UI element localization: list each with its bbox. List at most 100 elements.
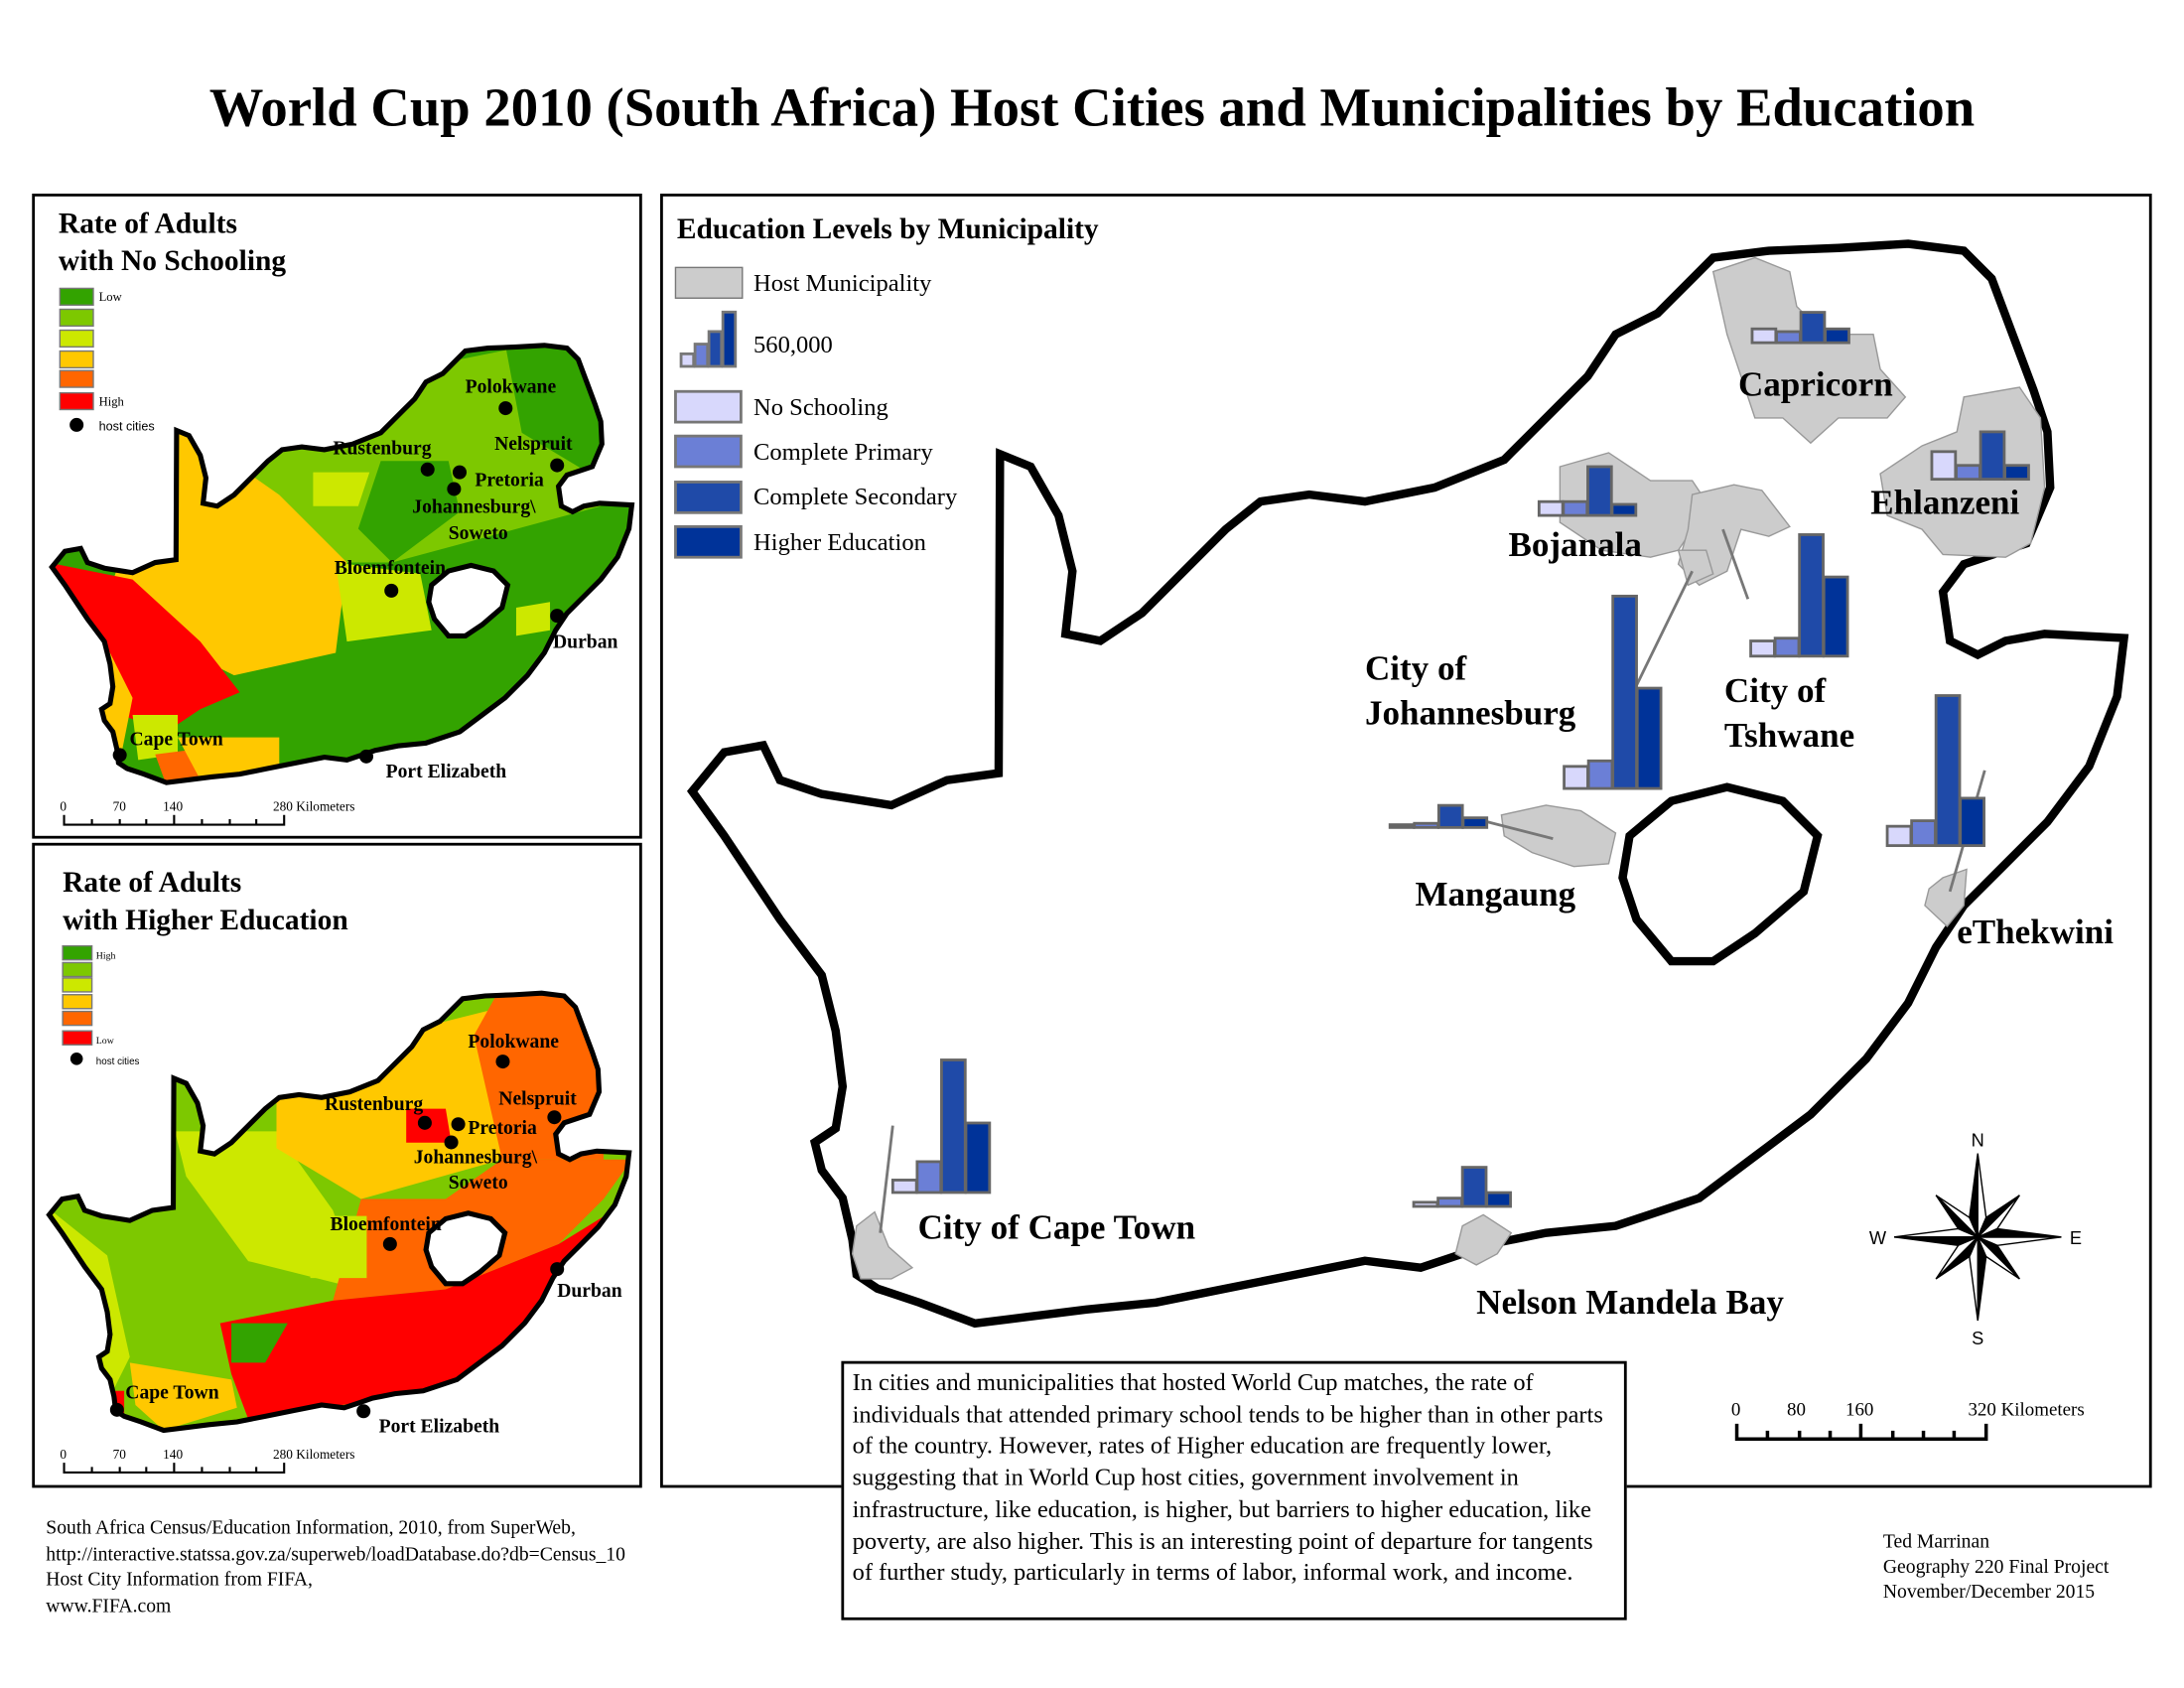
bar-city-of-cape-town-higher-education (964, 1121, 992, 1195)
city-label: Rustenburg (325, 1093, 423, 1115)
inset2-scale-280: 280 Kilometers (273, 1447, 354, 1462)
inset2-legend-high: High (96, 950, 116, 961)
bar-city-of-cape-town-no-schooling (890, 1179, 918, 1195)
legend-label-higher-education: Higher Education (753, 527, 926, 556)
legend-swatch-host (674, 266, 744, 299)
compass-e: E (2070, 1227, 2082, 1248)
bar-ethekwini-complete-secondary (1934, 694, 1962, 848)
bar-city-of-johannesburg-no-schooling (1563, 765, 1589, 790)
inset1-scale-bar (63, 814, 286, 826)
bar-capricorn-complete-secondary (1799, 311, 1827, 345)
label-ethekwini: eThekwini (1957, 913, 2114, 951)
bar-capricorn-higher-education (1824, 327, 1850, 345)
main-legend-title: Education Levels by Municipality (676, 211, 1099, 245)
inset1-scale-280: 280 Kilometers (273, 799, 354, 814)
bar-city-of-tshwane-no-schooling (1749, 639, 1776, 658)
city-label: Nelspruit (494, 433, 573, 455)
bar-ethekwini-no-schooling (1885, 824, 1913, 848)
label-mangaung: Mangaung (1415, 875, 1575, 914)
inset1-legend-low: Low (99, 290, 123, 304)
bar-ethekwini-complete-primary (1910, 819, 1937, 848)
inset2-title: Rate of Adults with Higher Education (63, 864, 348, 939)
inset2-scale-bar (63, 1463, 286, 1475)
bar-city-of-johannesburg-higher-education (1635, 686, 1663, 790)
city-label: Bloemfontein (331, 1213, 442, 1235)
city-label: Rustenburg (333, 437, 431, 459)
inset2-legend-swatches (62, 944, 93, 1065)
city-label: Cape Town (125, 1382, 218, 1404)
cape-town-area (851, 1210, 914, 1280)
city-label: Soweto (449, 1172, 508, 1194)
legend-swatch-complete-secondary (674, 481, 743, 514)
city-label: Pretoria (468, 1117, 537, 1139)
legend-swatch-no-schooling (674, 389, 743, 424)
city-label: Durban (553, 631, 618, 652)
inset1-scale-0: 0 (60, 799, 67, 814)
main-scale-160: 160 (1845, 1399, 1873, 1420)
bar-nelson-mandela-bay-complete-secondary (1460, 1166, 1488, 1208)
inset-no-schooling-frame (32, 194, 642, 839)
label-cape-town: City of Cape Town (918, 1207, 1196, 1246)
compass-n: N (1972, 1130, 1984, 1151)
label-nelson-mandela-bay: Nelson Mandela Bay (1476, 1283, 1784, 1322)
bar-city-of-cape-town-complete-primary (915, 1160, 943, 1195)
course: Geography 220 Final Project (1882, 1557, 2110, 1579)
description-textbox: In cities and municipalities that hosted… (841, 1360, 1627, 1620)
inset2-host-cities: Polokwane Rustenburg Nelspruit Pretoria … (109, 1031, 622, 1437)
city-label: Johannesburg\ (414, 1147, 538, 1169)
legend-size-bar (721, 310, 738, 368)
nelson-mandela-bay-area (1454, 1213, 1513, 1266)
legend-size-bar (693, 343, 710, 368)
legend-label-complete-secondary: Complete Secondary (753, 482, 958, 510)
legend-swatch-complete-primary (674, 434, 743, 469)
inset1-title: Rate of Adults with No Schooling (59, 205, 286, 280)
inset2-scale-70: 70 (113, 1447, 127, 1462)
capricorn-area (1711, 256, 1907, 445)
mangaung-area (1500, 804, 1617, 868)
date: November/December 2015 (1882, 1582, 2096, 1604)
bar-mangaung-complete-primary (1413, 821, 1440, 829)
bar-bojanala-higher-education (1610, 502, 1638, 517)
leader-line-cape-town (879, 1125, 894, 1233)
main-scale-320: 320 Kilometers (1968, 1399, 2084, 1420)
bar-capricorn-complete-primary (1775, 330, 1802, 345)
bar-mangaung-higher-education (1461, 816, 1489, 829)
bar-bojanala-no-schooling (1537, 499, 1565, 517)
bar-city-of-tshwane-complete-secondary (1798, 533, 1825, 658)
johannesburg-area (1677, 549, 1714, 587)
leader-line-johannesburg (1635, 570, 1694, 686)
city-label: Soweto (449, 522, 508, 544)
legend-label-no-schooling: No Schooling (753, 392, 888, 421)
city-label: Johannesburg\ (412, 495, 536, 517)
label-capricorn: Capricorn (1738, 364, 1893, 403)
bar-mangaung-no-schooling (1388, 823, 1416, 829)
municipality-labels: Capricorn Ehlanzeni Bojanala City of Joh… (918, 364, 2115, 1322)
bar-bojanala-complete-secondary (1586, 465, 1613, 517)
bar-nelson-mandela-bay-no-schooling (1412, 1200, 1439, 1208)
compass-s: S (1972, 1328, 1983, 1348)
map-title: World Cup 2010 (South Africa) Host Citie… (208, 77, 1976, 138)
main-scale-bar (1734, 1423, 1988, 1442)
bar-city-of-cape-town-complete-secondary (940, 1058, 967, 1195)
sources: South Africa Census/Education Informatio… (46, 1517, 625, 1620)
city-label: Nelspruit (498, 1088, 577, 1110)
bar-city-of-tshwane-higher-education (1822, 575, 1849, 658)
bar-nelson-mandela-bay-higher-education (1485, 1191, 1512, 1208)
author-name: Ted Marrinan (1882, 1532, 1990, 1554)
bar-ehlanzeni-complete-secondary (1979, 430, 2006, 482)
city-label: Polokwane (468, 1031, 559, 1053)
main-map (692, 244, 2123, 1324)
main-scale-80: 80 (1787, 1399, 1806, 1420)
label-tshwane-2: Tshwane (1724, 716, 1854, 755)
leader-line-tshwane (1721, 528, 1750, 600)
source-line: www.FIFA.com (46, 1596, 172, 1618)
legend-size-bar (679, 352, 696, 368)
compass-w: W (1869, 1227, 1887, 1248)
legend-label-complete-primary: Complete Primary (753, 437, 933, 466)
main-legend-swatches (674, 266, 744, 559)
inset2-scale-0: 0 (60, 1447, 67, 1462)
inset1-title-line1: Rate of Adults (58, 206, 237, 240)
legend-size-bar (707, 330, 724, 368)
source-line: Host City Information from FIFA, (46, 1570, 313, 1592)
